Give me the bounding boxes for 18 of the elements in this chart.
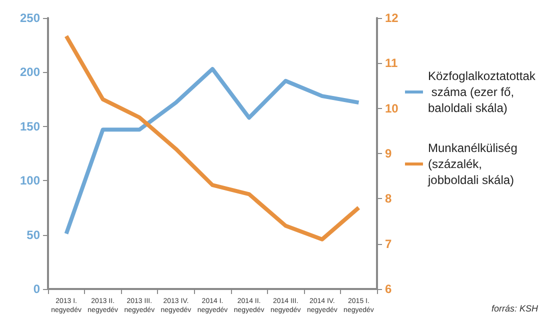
line-series xyxy=(64,66,361,236)
y2-tick-label: 7 xyxy=(385,236,392,251)
y-tick-label: 200 xyxy=(20,65,40,80)
y2-tick-label: 10 xyxy=(385,101,399,116)
y-tick-label: 150 xyxy=(20,119,40,134)
y2-tick-label: 6 xyxy=(385,282,392,296)
line-series xyxy=(64,34,361,242)
y2-tick-label: 11 xyxy=(385,56,398,70)
y-tick-label: 50 xyxy=(26,228,40,242)
y-tick-label: 100 xyxy=(20,174,40,188)
legend-label: Közfoglalkoztatottak száma (ezer fő, baloldali skála) xyxy=(428,69,536,115)
y-tick-label: 0 xyxy=(33,282,40,296)
y-tick-label: 250 xyxy=(20,11,40,25)
text: forrás: KSH xyxy=(491,304,538,314)
y2-tick-label: 9 xyxy=(385,146,392,160)
y2-tick-label: 12 xyxy=(385,11,399,25)
y2-tick-label: 8 xyxy=(385,192,392,206)
legend-label: Munkanélküliség (százalék, jobboldali skála) xyxy=(427,141,521,187)
